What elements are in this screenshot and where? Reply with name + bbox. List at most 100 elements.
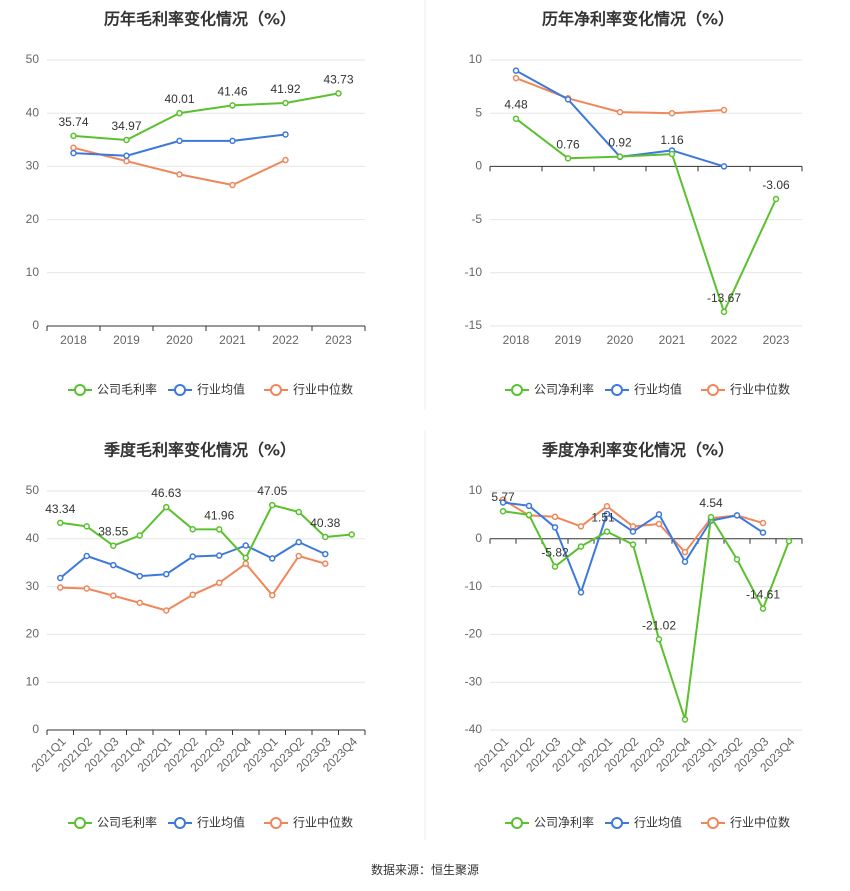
data-point-company: [229, 102, 236, 109]
data-label: -13.67: [707, 291, 741, 305]
legend-item-avg: 行业均值: [168, 815, 245, 830]
data-point-avg: [136, 572, 143, 580]
y-tick-label: 20: [26, 627, 40, 641]
data-point-median: [163, 607, 170, 614]
data-label: 0.76: [556, 137, 580, 151]
data-label: 34.97: [111, 119, 141, 133]
legend-item-company: 公司毛利率: [68, 382, 157, 397]
data-point-company: [499, 507, 507, 515]
data-point-company: [733, 556, 741, 563]
data-point-company: [720, 308, 728, 316]
y-tick-label: 0: [32, 722, 39, 736]
data-point-avg: [577, 589, 585, 596]
y-tick-label: 10: [26, 265, 40, 279]
y-tick-label: 40: [26, 531, 40, 545]
x-tick-label: 2021: [219, 333, 246, 347]
data-point-company: [707, 513, 715, 521]
data-label: 5.77: [491, 490, 515, 504]
y-tick-label: 50: [26, 52, 40, 66]
series-line-company: [60, 504, 352, 559]
y-tick-label: 10: [469, 483, 483, 497]
data-point-company: [785, 537, 793, 545]
x-tick-label: 2023: [763, 333, 790, 347]
data-point-avg: [70, 149, 77, 157]
data-point-avg: [551, 524, 559, 531]
legend-marker: [707, 817, 719, 829]
legend-item-median: 行业中位数: [701, 382, 790, 397]
data-label: 41.92: [270, 82, 300, 96]
data-point-avg: [176, 137, 183, 145]
data-label: 0.92: [608, 136, 632, 150]
chart-4: 季度净利率变化情况（%）-40-30-20-100102021Q12021Q22…: [465, 441, 803, 830]
x-tick-label: 2020: [607, 333, 634, 347]
data-point-median: [282, 156, 289, 164]
data-point-median: [681, 548, 689, 556]
x-tick-label: 2022: [272, 333, 299, 347]
data-point-median: [603, 503, 611, 510]
data-point-median: [577, 523, 585, 530]
x-tick-label: 2020: [166, 333, 193, 347]
legend-marker: [511, 384, 523, 396]
y-tick-label: 20: [26, 212, 40, 226]
legend-marker: [174, 817, 186, 829]
legend-marker: [270, 384, 282, 396]
data-point-company: [242, 554, 249, 562]
y-tick-label: 0: [475, 531, 482, 545]
legend: 公司净利率 行业均值 行业中位数: [505, 815, 790, 830]
x-tick-label: 2021: [659, 333, 686, 347]
legend-label: 公司净利率: [534, 815, 594, 830]
data-point-company: [110, 542, 117, 549]
data-point-avg: [83, 552, 90, 560]
data-point-median: [176, 171, 183, 178]
data-point-avg: [681, 558, 689, 565]
y-tick-label: 5: [475, 105, 482, 119]
data-point-median: [229, 181, 236, 189]
data-point-median: [123, 157, 130, 165]
y-tick-label: 10: [26, 674, 40, 688]
data-point-company: [525, 511, 533, 519]
legend: 公司毛利率 行业均值 行业中位数: [68, 382, 353, 397]
data-point-median: [759, 519, 767, 527]
data-point-avg: [163, 570, 170, 578]
data-point-company: [335, 90, 342, 97]
data-point-company: [83, 523, 90, 530]
legend-item-company: 公司净利率: [505, 815, 594, 830]
legend-item-avg: 行业均值: [168, 382, 245, 397]
data-point-median: [57, 584, 64, 591]
chart-title: 历年净利率变化情况（%）: [542, 10, 734, 29]
data-point-company: [551, 563, 559, 570]
y-tick-label: -10: [465, 579, 483, 593]
y-tick-label: -40: [465, 722, 483, 736]
series-line-avg: [59, 541, 326, 579]
data-point-median: [269, 591, 276, 599]
data-label: 4.54: [699, 496, 723, 510]
data-label: 4.48: [504, 98, 528, 112]
data-point-company: [322, 533, 329, 541]
data-label: 1.16: [660, 133, 684, 147]
data-point-median: [110, 592, 117, 599]
x-tick-label: 2018: [503, 333, 530, 347]
data-label: 47.05: [257, 484, 287, 498]
data-point-avg: [123, 152, 130, 160]
data-point-median: [629, 523, 637, 530]
legend-marker: [270, 817, 282, 829]
data-label: -3.06: [762, 178, 790, 192]
data-point-avg: [269, 555, 276, 562]
data-point-avg: [322, 550, 329, 558]
legend: 公司毛利率 行业均值 行业中位数: [68, 815, 353, 830]
data-point-median: [136, 599, 143, 607]
legend-marker: [74, 384, 86, 396]
data-point-company: [564, 155, 572, 162]
data-point-company: [176, 109, 183, 117]
data-point-median: [242, 560, 249, 567]
legend-label: 行业均值: [634, 815, 682, 830]
y-tick-label: -10: [465, 265, 483, 279]
y-tick-label: 0: [475, 159, 482, 173]
chart-1: 历年毛利率变化情况（%） 0 10 20 30 40 50 2018 2019 2020 2021 2…: [26, 10, 366, 397]
data-point-company: [163, 503, 170, 511]
legend-marker: [174, 384, 186, 396]
data-label: 43.34: [45, 502, 75, 516]
series-line-company: [502, 510, 790, 721]
y-tick-label: 40: [26, 105, 40, 119]
data-point-company: [655, 636, 663, 643]
